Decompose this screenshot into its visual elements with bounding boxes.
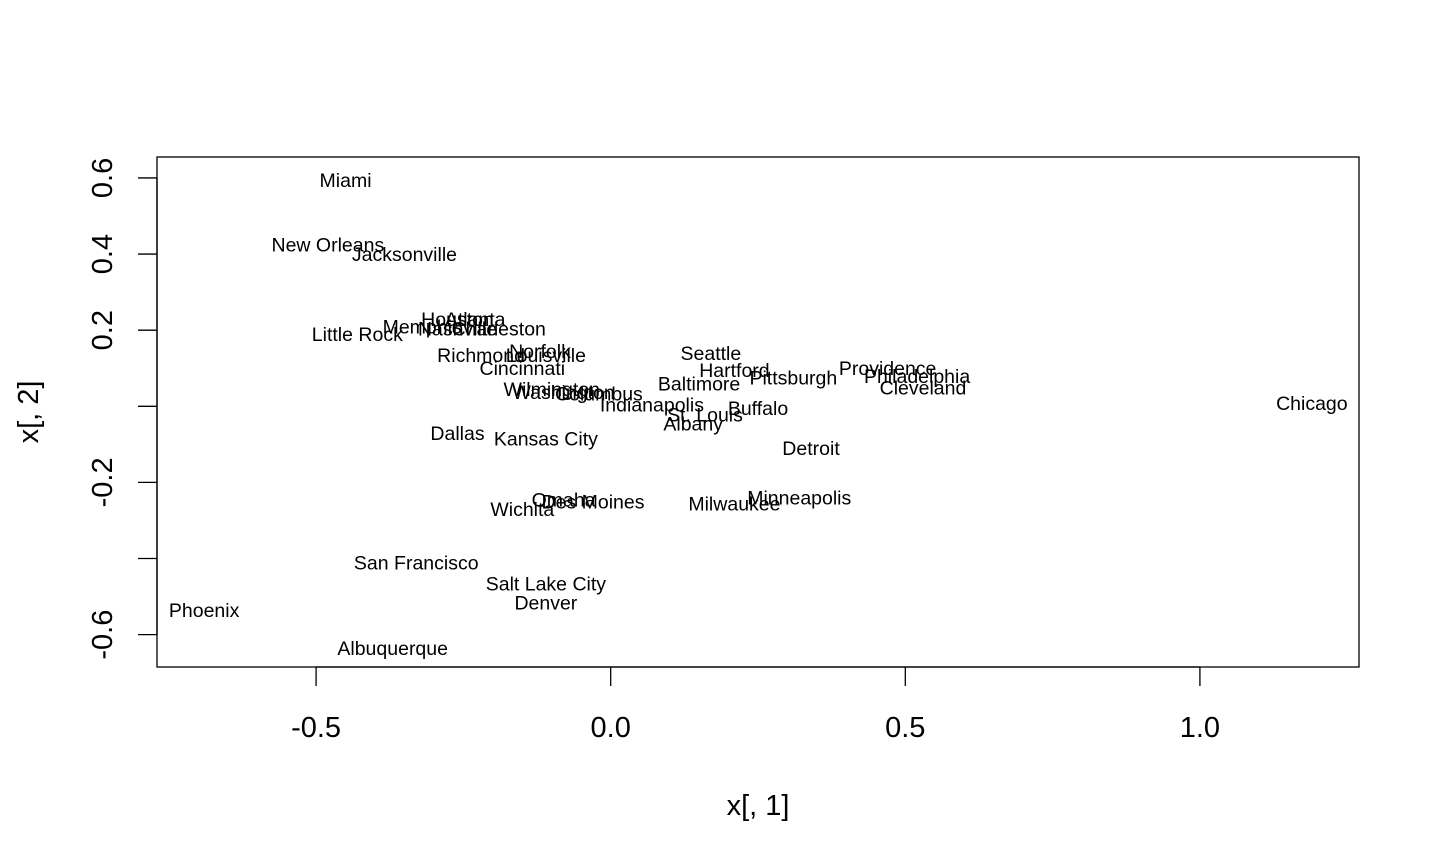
point-label: Nashville [418,318,497,340]
x-tick-label: 0.0 [591,712,631,744]
x-axis-title: x[, 1] [727,790,790,822]
x-tick-label: 1.0 [1180,712,1220,744]
point-label: Providence [839,358,937,380]
y-axis-title: x[, 2] [13,381,45,444]
point-label: Memphis [383,316,462,338]
point-label: Des Moines [542,491,645,513]
point-label: Jacksonville [352,244,457,266]
point-label: St. Louis [667,405,743,427]
point-label: New Orleans [272,235,385,257]
point-label: Milwaukee [688,493,780,515]
point-label: Columbus [555,384,643,406]
point-label: Washington [512,382,614,404]
x-tick-label: -0.5 [291,712,341,744]
y-tick-label: 0.2 [87,310,119,350]
point-label: Albuquerque [337,638,448,660]
point-label: Kansas City [494,429,598,451]
point-label: Dallas [430,423,484,445]
point-label: Norfolk [509,341,571,363]
point-label: Baltimore [658,373,740,395]
point-label: Detroit [782,438,840,460]
point-label: Cincinnati [479,358,565,380]
point-label: Cleveland [880,377,967,399]
point-label: Pittsburgh [749,368,837,390]
x-axis: -0.5 0.0 0.5 1.0 [291,666,1220,744]
point-label: Miami [320,170,372,192]
point-label: San Francisco [354,552,479,574]
point-label: Denver [514,592,577,614]
x-tick-label: 0.5 [885,712,925,744]
point-label: Richmond [437,345,525,367]
point-label: Indianapolis [600,394,704,416]
point-label: Omaha [532,490,596,512]
y-axis: -0.6 -0.2 0.2 0.4 0.6 [87,158,158,660]
y-tick-label: -0.2 [87,457,119,507]
point-label: Chicago [1276,393,1348,415]
point-label: Buffalo [728,398,789,420]
y-tick-label: 0.6 [87,158,119,198]
point-label: Houston [421,309,494,331]
point-label: Atlanta [445,309,506,331]
point-label: Salt Lake City [486,573,607,595]
point-label: Wichita [490,499,554,521]
point-label: Wilmington [504,379,600,401]
point-label: Hartford [699,360,769,382]
y-tick-label: -0.6 [87,610,119,660]
point-label: Little Rock [312,324,403,346]
point-label: Minneapolis [747,488,851,510]
point-label: Louisville [506,345,586,367]
point-label: Seattle [681,343,742,365]
point-label: Albany [663,413,723,435]
y-tick-label: 0.4 [87,234,119,274]
point-label: Phoenix [169,600,240,622]
point-label: Charleston [452,318,546,340]
point-label: Philadelphia [864,366,970,388]
